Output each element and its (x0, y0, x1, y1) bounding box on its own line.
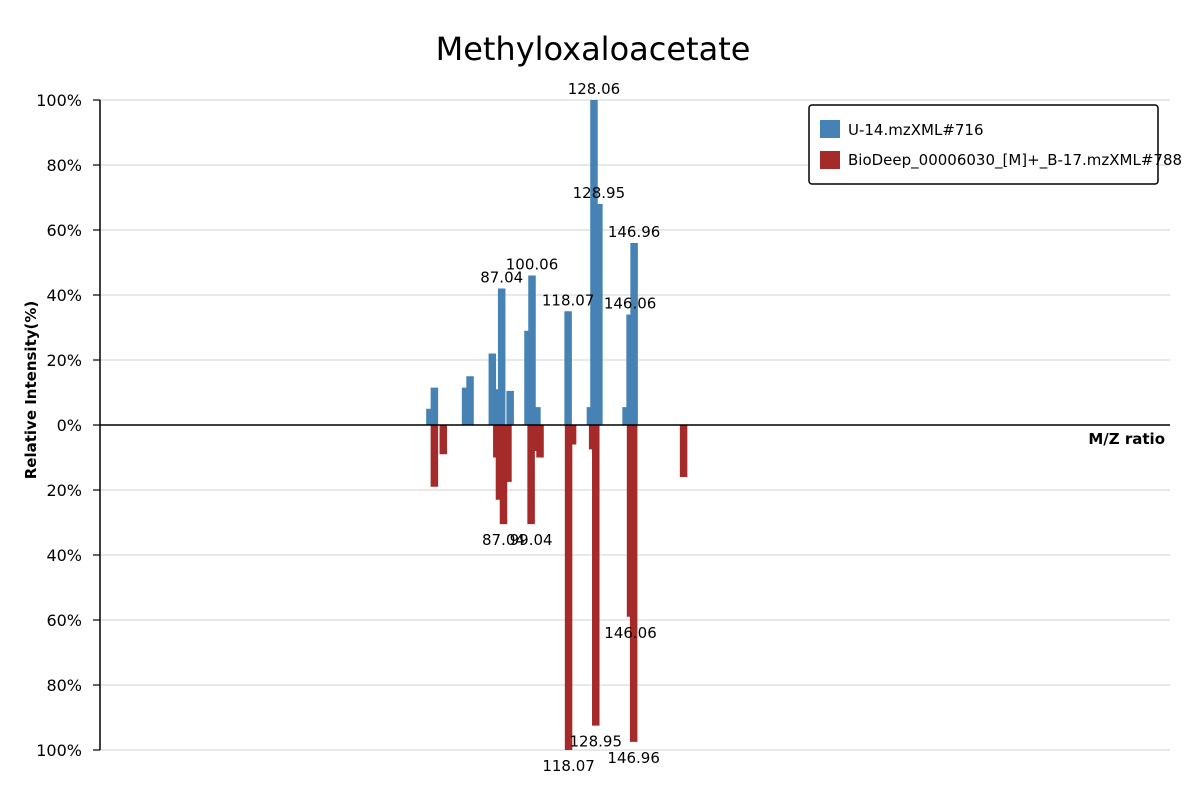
y-axis-label: Relative Intensity(%) (22, 301, 40, 480)
reference-peak-label: 99.04 (510, 531, 553, 549)
reference-peak-bar (568, 425, 577, 445)
reference-peak-bar (439, 425, 448, 455)
query-peak-bar (426, 408, 434, 425)
legend-label-query: U-14.mzXML#716 (848, 121, 984, 139)
query-peak-bar (564, 311, 572, 425)
y-tick-label: 0% (57, 416, 82, 435)
chart-title: Methyloxaloacetate (436, 30, 751, 68)
legend-label-reference: BioDeep_00006030_[M]+_B-17.mzXML#788 (848, 151, 1182, 170)
reference-peak-label: 118.07 (542, 757, 595, 775)
query-peak-bar (622, 407, 630, 425)
y-tick-label: 60% (46, 611, 82, 630)
y-tick-labels: 100% 80% 60% 40% 20% 0% 20% 40% 60% 80% 100% (36, 91, 100, 760)
y-tick-label: 100% (36, 91, 82, 110)
legend-swatch-query (820, 120, 840, 138)
reference-peak-label: 146.06 (604, 624, 657, 642)
x-axis-label: M/Z ratio (1088, 430, 1165, 448)
reference-peak-bar (430, 425, 439, 487)
y-tick-label: 80% (46, 156, 82, 175)
reference-peak-bar (504, 425, 512, 482)
peak-bars (426, 100, 688, 750)
query-peak-bar (506, 390, 514, 425)
y-tick-label: 60% (46, 221, 82, 240)
query-peak-bar (466, 376, 474, 425)
query-peak-label: 146.06 (604, 295, 657, 313)
query-peak-bar (533, 407, 541, 425)
legend: U-14.mzXML#716 BioDeep_00006030_[M]+_B-1… (808, 104, 1182, 185)
legend-swatch-reference (820, 151, 840, 169)
reference-peak-label: 128.95 (570, 733, 623, 751)
reference-peak-bar (564, 425, 573, 750)
query-peak-bar (626, 314, 634, 425)
query-peak-bar (630, 243, 638, 425)
y-tick-label: 80% (46, 676, 82, 695)
reference-peak-label: 146.96 (607, 749, 660, 767)
reference-peak-bar (536, 425, 544, 458)
reference-peak-bar (679, 425, 688, 477)
query-peak-label: 118.07 (542, 291, 595, 309)
query-peak-bar (497, 288, 506, 425)
query-peak-bar (493, 389, 501, 425)
y-tick-label: 100% (36, 741, 82, 760)
reference-peak-bar (527, 425, 535, 525)
peak-labels: 87.04100.06118.07128.06128.95146.06146.9… (480, 80, 660, 775)
query-peak-bar (595, 204, 603, 425)
reference-peak-bar (629, 425, 638, 742)
query-peak-label: 87.04 (480, 269, 523, 287)
reference-peak-label: 87.04 (482, 531, 525, 549)
y-tick-label: 20% (46, 351, 82, 370)
reference-peak-bar (499, 425, 508, 525)
query-peak-label: 100.06 (506, 256, 559, 274)
query-peak-bar (528, 275, 536, 425)
reference-peak-bar (495, 425, 504, 500)
query-peak-bar (524, 330, 532, 425)
reference-peak-bar (532, 425, 540, 451)
y-tick-label: 20% (46, 481, 82, 500)
legend-frame (808, 104, 1159, 185)
query-peak-label: 128.95 (573, 184, 626, 202)
query-peak-bar (461, 387, 470, 425)
query-peak-label: 128.06 (568, 80, 621, 98)
y-tick-label: 40% (46, 546, 82, 565)
query-peak-label: 146.96 (608, 223, 661, 241)
reference-peak-bar (592, 425, 600, 726)
query-peak-bar (430, 387, 439, 425)
query-peak-bar (590, 100, 598, 425)
y-tick-label: 40% (46, 286, 82, 305)
query-peak-bar (488, 353, 497, 425)
